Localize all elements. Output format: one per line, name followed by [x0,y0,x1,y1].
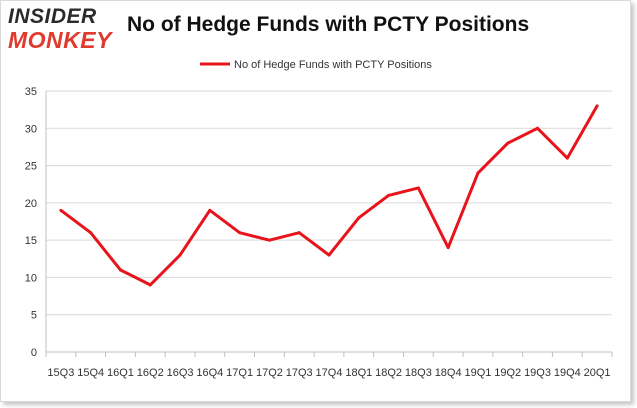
gridlines [46,90,612,316]
data-point-15Q3 [59,208,63,212]
legend-label: No of Hedge Funds with PCTY Positions [234,59,432,71]
x-tick-label: 17Q1 [226,367,253,379]
data-point-19Q2 [506,141,510,145]
x-tick-label: 18Q4 [435,367,462,379]
x-tick-label: 19Q3 [524,367,551,379]
y-tick-label: 0 [31,347,37,359]
x-tick-label: 16Q4 [196,367,223,379]
y-tick-labels: 0 5 10 15 20 25 30 35 [25,86,37,359]
data-point-17Q3 [297,231,301,235]
y-tick-label: 25 [25,161,37,173]
y-tick-label: 5 [31,310,37,322]
x-tick-label: 16Q2 [137,367,164,379]
data-point-18Q4 [446,246,450,250]
x-tick-label: 18Q1 [345,367,372,379]
data-point-18Q1 [357,216,361,220]
y-tick-label: 35 [25,86,37,98]
insider-monkey-logo: INSIDER MONKEY [8,6,118,52]
x-tick-label: 19Q4 [554,367,581,379]
x-tick-label: 15Q4 [77,367,104,379]
x-tick-label: 17Q2 [256,367,283,379]
x-tick-labels: 15Q3 15Q4 16Q1 16Q2 16Q3 16Q4 17Q1 17Q2 17Q3 17Q4… [47,367,610,379]
data-point-17Q1 [238,231,242,235]
x-tick-label: 17Q3 [286,367,313,379]
logo-line1: INSIDER [8,5,97,28]
data-point-19Q3 [536,126,540,130]
series-line [59,105,599,287]
x-tick-label: 16Q3 [167,367,194,379]
data-point-18Q2 [387,193,391,197]
x-tick-label: 19Q2 [494,367,521,379]
y-tick-label: 10 [25,272,37,284]
data-point-16Q2 [148,283,152,287]
data-point-18Q3 [416,186,420,190]
data-point-17Q2 [267,238,271,242]
y-tick-label: 20 [25,198,37,210]
x-tick-label: 20Q1 [584,367,611,379]
x-tick-label: 16Q1 [107,367,134,379]
data-point-16Q3 [178,253,182,257]
x-tick-label: 17Q4 [316,367,343,379]
x-tick-label: 18Q3 [405,367,432,379]
chart-frame [0,0,631,402]
axes [45,91,613,357]
data-point-16Q1 [118,268,122,272]
data-point-17Q4 [327,253,331,257]
x-tick-label: 18Q2 [375,367,402,379]
data-points [59,104,599,287]
y-tick-label: 30 [25,123,37,135]
data-point-19Q4 [565,156,569,160]
data-point-20Q1 [595,104,599,108]
data-point-15Q4 [89,231,93,235]
y-tick-label: 15 [25,235,37,247]
chart-title: No of Hedge Funds with PCTY Positions [127,13,530,36]
data-point-19Q1 [476,171,480,175]
data-point-16Q4 [208,208,212,212]
logo-line2: MONKEY [8,27,112,53]
legend: No of Hedge Funds with PCTY Positions [200,59,432,71]
x-tick-label: 19Q1 [464,367,491,379]
x-tick-label: 15Q3 [47,367,74,379]
